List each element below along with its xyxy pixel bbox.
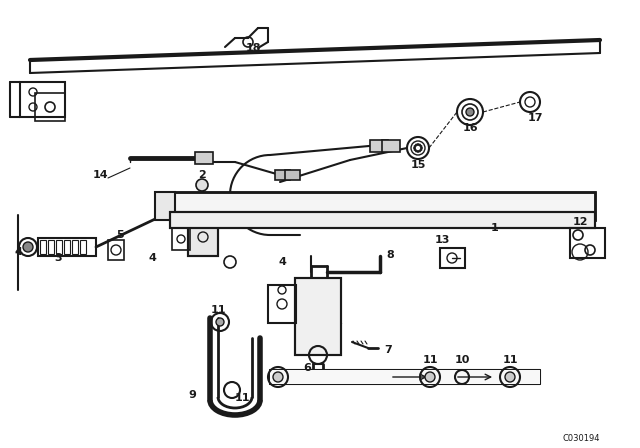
Bar bbox=[570, 228, 605, 258]
Bar bbox=[72, 240, 78, 254]
Bar bbox=[170, 212, 595, 228]
Text: 18: 18 bbox=[245, 43, 260, 53]
Text: 3: 3 bbox=[54, 253, 62, 263]
Bar bbox=[382, 140, 400, 152]
Bar bbox=[170, 192, 595, 220]
Circle shape bbox=[420, 145, 422, 147]
Bar bbox=[35, 93, 65, 121]
Text: 8: 8 bbox=[386, 250, 394, 260]
Circle shape bbox=[415, 150, 417, 152]
Text: 4: 4 bbox=[148, 253, 156, 263]
Bar bbox=[48, 240, 54, 254]
Circle shape bbox=[196, 179, 208, 191]
Text: 2: 2 bbox=[198, 170, 206, 180]
Circle shape bbox=[419, 150, 420, 152]
Circle shape bbox=[417, 143, 419, 146]
Text: 1: 1 bbox=[491, 223, 499, 233]
Text: 11: 11 bbox=[211, 305, 226, 315]
Circle shape bbox=[415, 144, 417, 146]
Bar bbox=[440, 248, 465, 268]
Bar bbox=[188, 218, 218, 256]
Text: 17: 17 bbox=[527, 113, 543, 123]
Bar bbox=[268, 285, 296, 323]
Text: 4: 4 bbox=[278, 257, 286, 267]
Circle shape bbox=[414, 145, 416, 147]
Bar bbox=[370, 140, 388, 152]
Circle shape bbox=[216, 318, 224, 326]
Bar bbox=[40, 240, 46, 254]
Circle shape bbox=[414, 149, 416, 151]
Bar bbox=[295, 278, 341, 355]
Text: 11: 11 bbox=[502, 355, 518, 365]
Text: 14: 14 bbox=[92, 170, 108, 180]
Circle shape bbox=[420, 149, 422, 151]
Text: 7: 7 bbox=[384, 345, 392, 355]
Circle shape bbox=[419, 144, 420, 146]
Bar bbox=[270, 370, 540, 384]
Bar bbox=[295, 278, 341, 355]
Bar bbox=[170, 212, 595, 228]
Text: 4: 4 bbox=[14, 247, 22, 257]
Bar bbox=[38, 238, 96, 256]
Bar bbox=[155, 192, 175, 220]
Text: 9: 9 bbox=[188, 390, 196, 400]
Circle shape bbox=[420, 147, 422, 149]
Bar bbox=[20, 82, 65, 117]
Bar bbox=[108, 240, 124, 260]
Circle shape bbox=[425, 372, 435, 382]
Text: C030194: C030194 bbox=[563, 434, 600, 443]
Text: 15: 15 bbox=[410, 160, 426, 170]
Bar bbox=[195, 152, 213, 164]
Text: 10: 10 bbox=[454, 355, 470, 365]
Circle shape bbox=[23, 242, 33, 252]
Bar bbox=[80, 240, 86, 254]
Circle shape bbox=[273, 372, 283, 382]
Text: 11: 11 bbox=[422, 355, 438, 365]
Circle shape bbox=[505, 372, 515, 382]
Text: 6: 6 bbox=[303, 363, 311, 373]
Bar bbox=[188, 218, 218, 256]
Bar bbox=[285, 170, 300, 180]
Text: 13: 13 bbox=[435, 235, 450, 245]
Bar bbox=[275, 170, 290, 180]
Text: 16: 16 bbox=[462, 123, 478, 133]
Bar bbox=[56, 240, 62, 254]
Circle shape bbox=[466, 108, 474, 116]
Bar bbox=[64, 240, 70, 254]
Circle shape bbox=[413, 147, 415, 149]
Circle shape bbox=[417, 151, 419, 152]
Text: 5: 5 bbox=[116, 230, 124, 240]
Bar bbox=[170, 192, 595, 220]
Text: 12: 12 bbox=[572, 217, 588, 227]
Bar bbox=[172, 228, 190, 250]
Text: 11: 11 bbox=[234, 393, 250, 403]
